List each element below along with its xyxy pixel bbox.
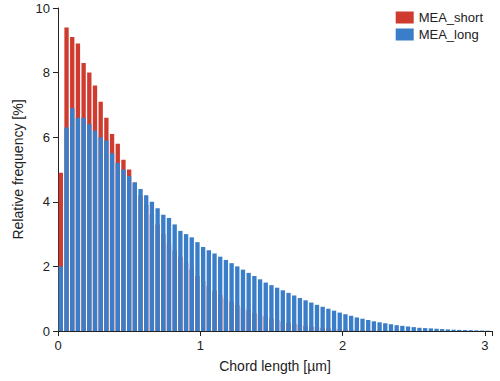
svg-text:0: 0 — [43, 324, 50, 339]
svg-text:3: 3 — [481, 338, 488, 353]
svg-text:0: 0 — [54, 338, 61, 353]
svg-text:1: 1 — [197, 338, 204, 353]
svg-text:2: 2 — [43, 259, 50, 274]
svg-text:2: 2 — [339, 338, 346, 353]
svg-text:Relative frequency [%]: Relative frequency [%] — [10, 99, 26, 239]
svg-text:Chord length [µm]: Chord length [µm] — [219, 358, 331, 374]
svg-text:MEA_long: MEA_long — [419, 27, 479, 42]
svg-text:10: 10 — [36, 1, 50, 16]
svg-text:8: 8 — [43, 65, 50, 80]
svg-text:MEA_short: MEA_short — [419, 10, 484, 25]
svg-text:6: 6 — [43, 130, 50, 145]
svg-text:4: 4 — [43, 194, 50, 209]
